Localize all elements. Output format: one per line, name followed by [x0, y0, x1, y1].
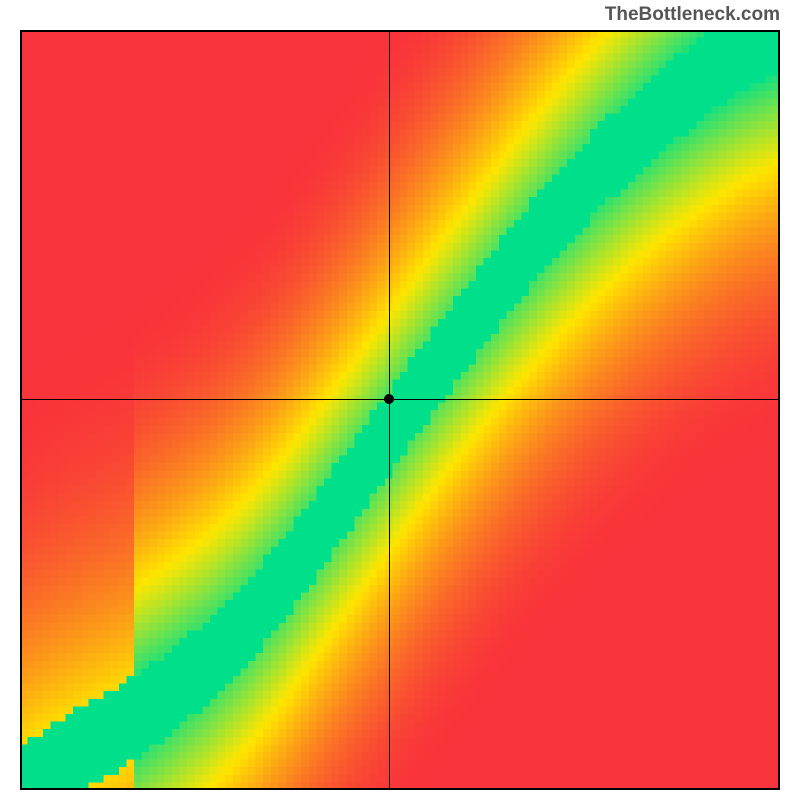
plot-border	[20, 788, 780, 790]
crosshair-horizontal	[20, 399, 780, 400]
plot-border	[20, 30, 780, 32]
heatmap-canvas	[20, 30, 780, 790]
watermark-text: TheBottleneck.com	[605, 4, 780, 26]
data-point	[384, 394, 394, 404]
crosshair-vertical	[389, 30, 390, 790]
plot-border	[20, 30, 22, 790]
plot-border	[778, 30, 780, 790]
bottleneck-heatmap	[20, 30, 780, 790]
